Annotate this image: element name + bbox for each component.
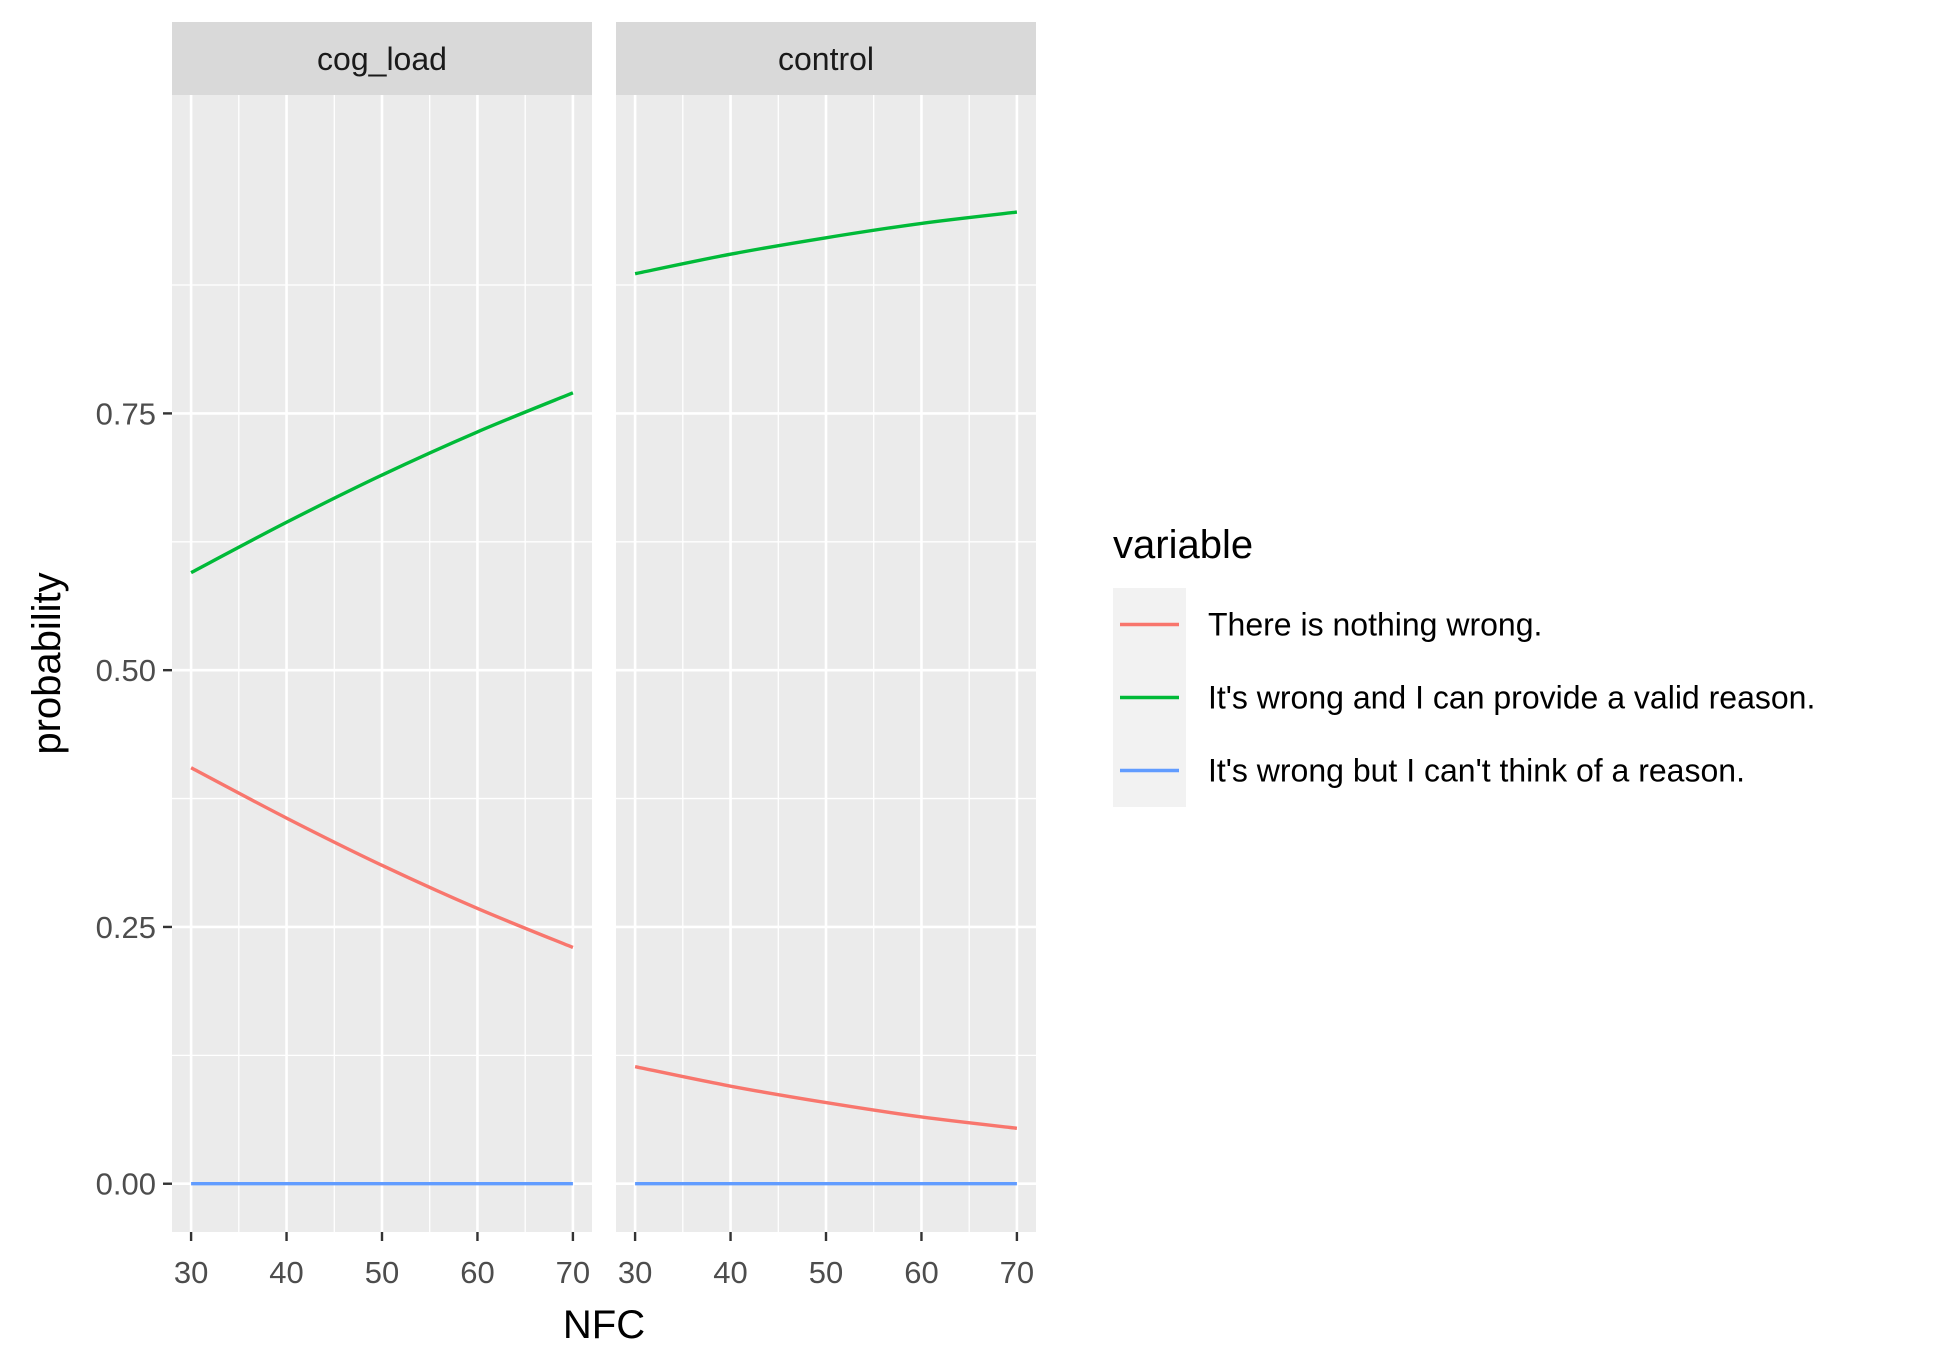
y-tick-label: 0.50 xyxy=(96,653,156,688)
x-tick-label: 60 xyxy=(460,1255,494,1290)
x-tick-label: 40 xyxy=(713,1255,747,1290)
y-axis-title: probability xyxy=(25,572,69,754)
facet-strip-label: control xyxy=(778,41,874,77)
x-axis-title: NFC xyxy=(563,1303,645,1347)
series-line xyxy=(634,210,1018,276)
facet-strip xyxy=(172,22,592,95)
x-tick-label: 30 xyxy=(174,1255,208,1290)
legend-title: variable xyxy=(1113,523,1253,567)
x-tick-label: 60 xyxy=(904,1255,938,1290)
x-tick-label: 30 xyxy=(618,1255,652,1290)
legend-entry-label: It's wrong but I can't think of a reason… xyxy=(1208,753,1745,789)
y-tick-label: 0.25 xyxy=(96,910,156,945)
series-line xyxy=(190,766,574,950)
y-tick-label: 0.75 xyxy=(96,396,156,431)
x-tick-label: 70 xyxy=(556,1255,590,1290)
series-line xyxy=(634,1064,1018,1130)
x-tick-label: 70 xyxy=(1000,1255,1034,1290)
series-line xyxy=(190,391,574,575)
legend-entry-label: There is nothing wrong. xyxy=(1208,607,1542,643)
facet-strip-label: cog_load xyxy=(317,41,447,77)
x-tick-label: 50 xyxy=(365,1255,399,1290)
x-tick-label: 40 xyxy=(269,1255,303,1290)
x-tick-label: 50 xyxy=(809,1255,843,1290)
legend-entry-label: It's wrong and I can provide a valid rea… xyxy=(1208,680,1815,716)
facet-strip xyxy=(616,22,1036,95)
y-tick-label: 0.00 xyxy=(96,1167,156,1202)
